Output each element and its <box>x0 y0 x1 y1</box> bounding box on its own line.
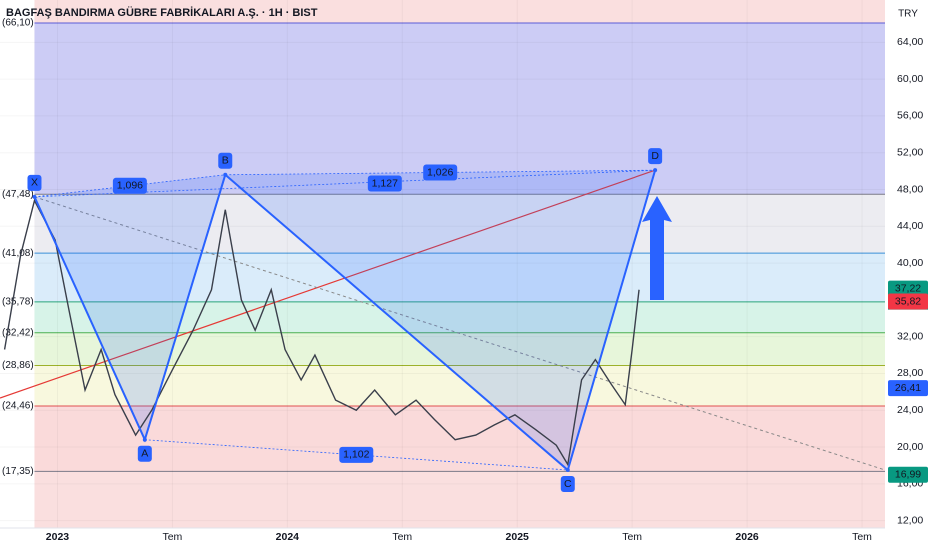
y-tick-label: 40,00 <box>897 257 923 269</box>
x-tick-label: Tem <box>852 531 872 543</box>
ratio-label: 1,102 <box>343 449 369 461</box>
ratio-label: 1,096 <box>117 180 143 192</box>
fib-band <box>34 194 885 254</box>
x-tick-label: Tem <box>162 531 182 543</box>
fib-band <box>34 253 885 302</box>
price-box <box>888 466 928 483</box>
trend-line <box>34 196 886 471</box>
fib-band <box>34 301 885 333</box>
x-tick-label: 2024 <box>276 531 300 543</box>
pattern-area <box>34 174 226 440</box>
x-tick-label: 2026 <box>735 531 759 543</box>
fib-label: (17,35) <box>2 466 34 477</box>
fib-label: (66,10) <box>2 18 34 29</box>
x-tick-label: 2023 <box>46 531 70 543</box>
pattern-point <box>653 168 658 173</box>
point-label: A <box>141 447 148 459</box>
point-label: X <box>31 177 38 189</box>
point-box <box>218 152 233 169</box>
chart-title: BAGFAŞ BANDIRMA GÜBRE FABRİKALARI A.Ş. ·… <box>6 6 318 19</box>
currency: TRY <box>898 9 918 20</box>
price-line <box>3 198 640 467</box>
fib-band <box>34 365 885 407</box>
fib-band <box>34 194 885 254</box>
point-box <box>137 445 152 462</box>
x-tick-label: Tem <box>392 531 412 543</box>
price-box <box>888 293 928 310</box>
ratio-label: 1,026 <box>427 166 453 178</box>
arrow <box>642 196 672 300</box>
fib-band <box>34 253 885 302</box>
y-tick-label: 32,00 <box>897 330 923 342</box>
pattern-point <box>565 468 570 473</box>
y-tick-label: 28,00 <box>897 367 923 379</box>
y-tick-label: 64,00 <box>897 36 923 48</box>
fib-band <box>34 22 885 195</box>
x-tick-label: Tem <box>622 531 642 543</box>
pattern-point <box>32 194 37 199</box>
y-tick-label: 56,00 <box>897 110 923 122</box>
price-label: 37,22 <box>895 282 921 294</box>
y-tick-label: 52,00 <box>897 146 923 158</box>
ratio-box <box>367 175 402 192</box>
ratio-label: 1,127 <box>372 177 398 189</box>
fib-label: (28,86) <box>2 360 34 371</box>
fib-band <box>34 22 885 195</box>
ratio-box <box>339 446 374 463</box>
y-tick-label: 48,00 <box>897 183 923 195</box>
y-tick-label: 44,00 <box>897 220 923 232</box>
fib-band <box>34 365 885 407</box>
fib-label: (24,46) <box>2 401 34 412</box>
ratio-box <box>423 164 458 181</box>
x-tick-label: 2025 <box>506 531 530 543</box>
y-tick-label: 60,00 <box>897 73 923 85</box>
fib-label: (41,08) <box>2 248 34 259</box>
fib-label: (35,78) <box>2 297 34 308</box>
y-tick-label: 12,00 <box>897 514 923 526</box>
pattern-diagonal <box>34 169 656 198</box>
point-label: D <box>651 150 659 162</box>
pattern-point <box>223 172 228 177</box>
price-label: 35,82 <box>895 295 921 307</box>
y-tick-label: 24,00 <box>897 404 923 416</box>
fib-label: (32,42) <box>2 327 34 338</box>
price-box <box>888 280 928 297</box>
point-box <box>27 174 42 191</box>
fib-label: (47,48) <box>2 189 34 200</box>
point-box <box>560 476 575 493</box>
point-label: B <box>222 155 229 167</box>
pattern-area <box>225 170 656 471</box>
pattern-point <box>142 437 147 442</box>
price-box <box>888 380 928 397</box>
point-label: C <box>564 478 572 490</box>
ratio-box <box>112 177 147 194</box>
y-tick-label: 20,00 <box>897 441 923 453</box>
price-label: 26,41 <box>895 382 921 394</box>
price-label: 16,99 <box>895 469 921 481</box>
point-box <box>648 148 663 165</box>
fib-band <box>34 301 885 333</box>
price-axis <box>885 0 932 550</box>
